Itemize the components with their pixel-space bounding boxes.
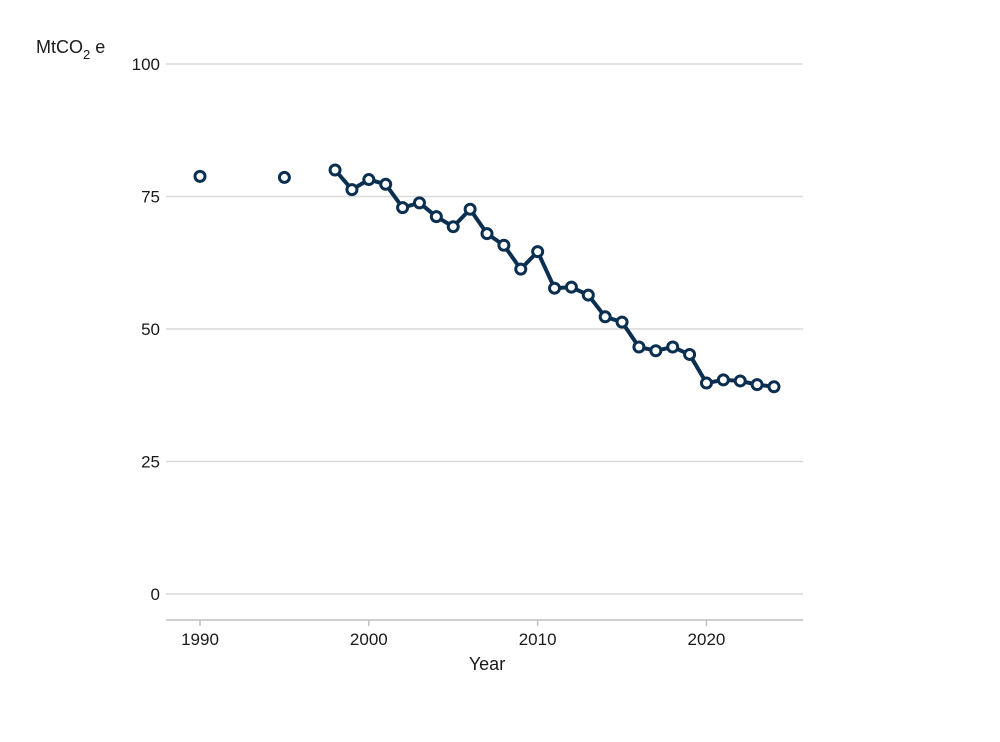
x-tick-label: 2020 <box>688 630 726 649</box>
data-point <box>514 262 528 276</box>
data-point <box>531 245 545 259</box>
data-point <box>548 281 562 295</box>
data-point <box>767 380 781 394</box>
y-tick-label: 0 <box>151 585 160 604</box>
data-point <box>733 374 747 388</box>
data-point <box>632 340 646 354</box>
data-point <box>429 210 443 224</box>
data-point <box>345 183 359 197</box>
data-point <box>649 344 663 358</box>
y-tick-label: 50 <box>141 320 160 339</box>
data-point <box>581 288 595 302</box>
data-point <box>446 220 460 234</box>
data-point <box>716 373 730 387</box>
data-point <box>699 376 713 390</box>
data-point <box>497 238 511 252</box>
x-tick-label: 2010 <box>519 630 557 649</box>
data-point <box>564 280 578 294</box>
data-point <box>193 169 207 183</box>
axes: 0 25 50 75 100 1990 2000 2010 2020 <box>132 55 803 649</box>
x-tick-label: 1990 <box>181 630 219 649</box>
x-tick-label: 2000 <box>350 630 388 649</box>
data-point <box>463 202 477 216</box>
y-tick-label: 75 <box>141 188 160 207</box>
series-layer <box>193 163 781 394</box>
x-axis-title: Year <box>469 654 505 674</box>
data-point <box>396 201 410 215</box>
data-point <box>683 347 697 361</box>
y-tick-label: 100 <box>132 55 160 74</box>
data-point <box>362 173 376 187</box>
data-point <box>598 310 612 324</box>
data-point <box>666 340 680 354</box>
data-point <box>615 315 629 329</box>
data-point <box>480 227 494 241</box>
y-unit-label: MtCO2 e <box>36 37 105 62</box>
y-tick-label: 25 <box>141 453 160 472</box>
data-point <box>379 177 393 191</box>
data-point <box>412 196 426 210</box>
data-point <box>277 170 291 184</box>
data-point <box>328 163 342 177</box>
data-point <box>750 378 764 392</box>
gridlines <box>166 63 803 595</box>
